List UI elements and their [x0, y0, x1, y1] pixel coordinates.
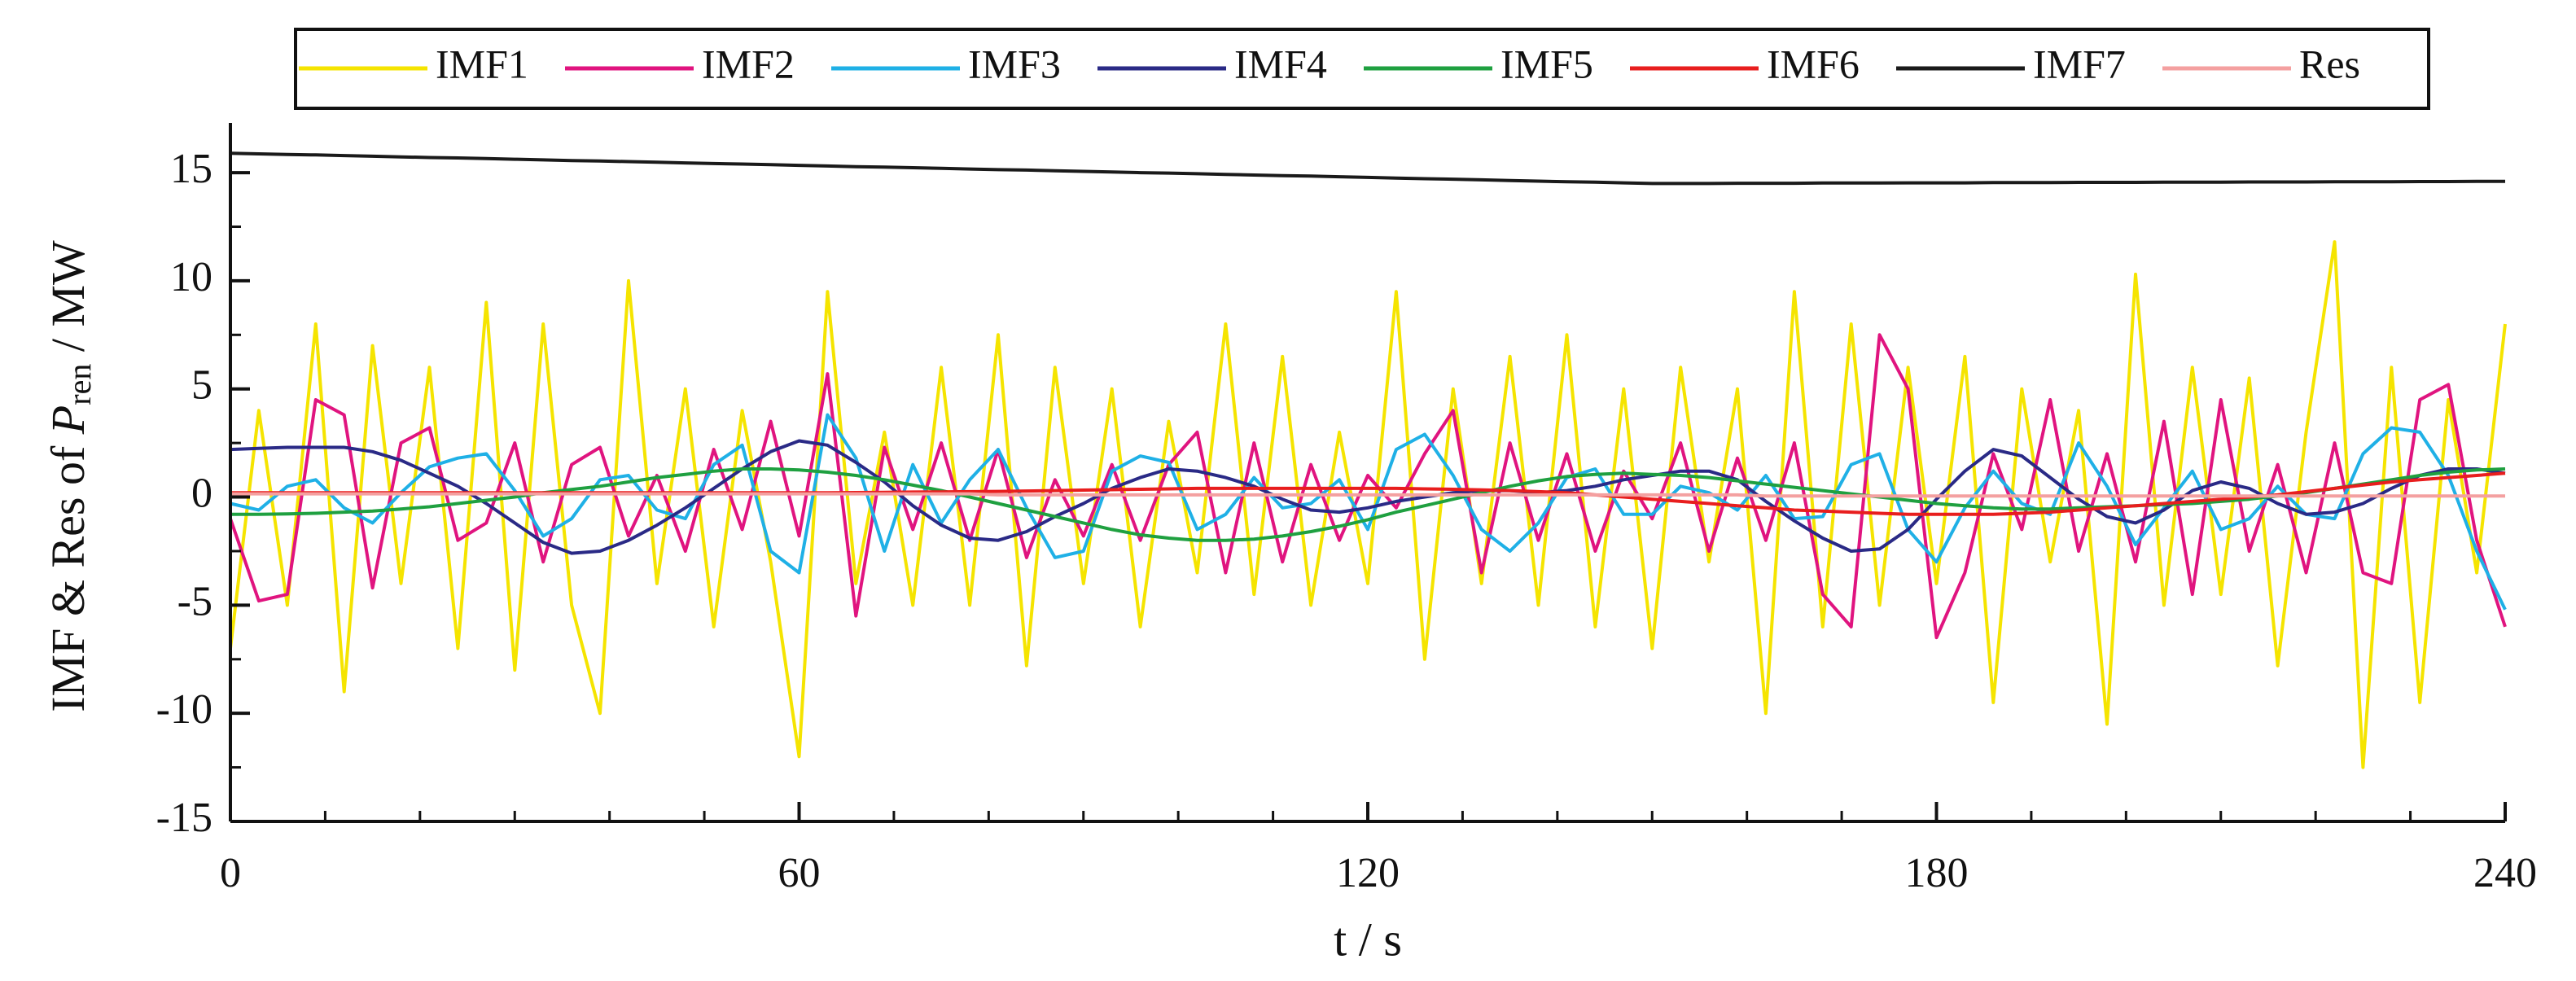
series-line	[230, 413, 2507, 611]
y-tick-label: -10	[156, 686, 212, 733]
legend-label: IMF3	[968, 41, 1061, 86]
y-label-lead: IMF & Res of	[42, 434, 94, 712]
y-axis-label: IMF & Res of Pren / MW	[42, 240, 98, 712]
series-line	[230, 151, 2505, 186]
x-tick-label: 180	[1905, 850, 1969, 896]
y-label-subscript: ren	[61, 364, 98, 405]
legend-label: IMF2	[702, 41, 795, 86]
legend-label: IMF7	[2033, 41, 2126, 86]
y-tick-label: -15	[156, 795, 212, 841]
legend-label: IMF4	[1234, 41, 1327, 86]
x-tick-label: 240	[2473, 850, 2537, 896]
series-line	[230, 439, 2506, 555]
series-line	[229, 240, 2507, 769]
y-label-symbol: P	[42, 405, 94, 435]
y-tick-label: 5	[191, 362, 212, 409]
y-tick-label: -5	[177, 578, 212, 624]
legend-label: Res	[2299, 41, 2360, 86]
series-line	[230, 492, 2505, 498]
x-axis-label: t / s	[1334, 913, 1402, 966]
y-tick-label: 15	[170, 146, 212, 192]
y-tick-label: 10	[170, 254, 212, 300]
x-tick-label: 0	[220, 850, 241, 896]
legend-label: IMF6	[1767, 41, 1860, 86]
legend-label: IMF1	[436, 41, 528, 86]
y-tick-label: 0	[191, 470, 212, 516]
y-label-unit: / MW	[42, 240, 94, 364]
x-tick-label: 120	[1336, 850, 1400, 896]
legend-label: IMF5	[1500, 41, 1593, 86]
x-tick-label: 60	[778, 850, 821, 896]
